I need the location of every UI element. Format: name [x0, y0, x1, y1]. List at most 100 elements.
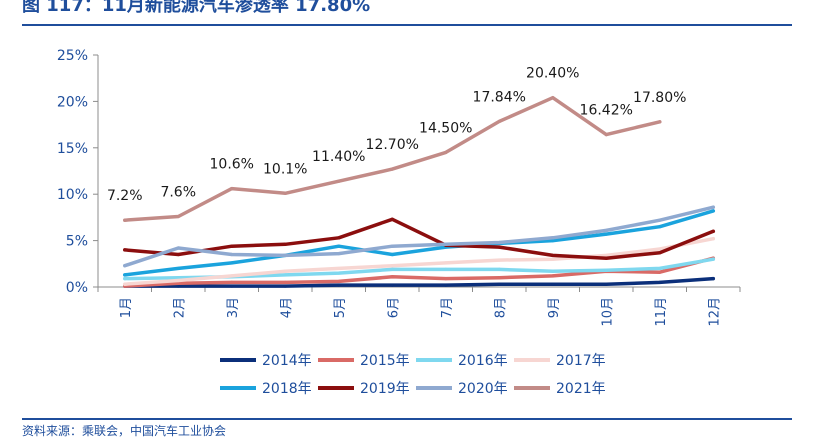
x-tick-label: 3月 — [226, 297, 241, 318]
data-point — [337, 251, 341, 256]
chart-data-labels: 7.2% 7.6%10.6% 10.1%11.40%12.70%14.50%17.8… — [107, 66, 686, 204]
data-point — [283, 284, 287, 288]
data-point — [711, 277, 715, 281]
data-point — [230, 274, 234, 278]
data-point — [390, 167, 394, 171]
chart-legend: 2014年 2015年 2016年 2017年 2018年 2019年 2020年 2021年 — [220, 353, 606, 397]
x-tick-label: 2月 — [172, 297, 187, 318]
data-point — [337, 236, 341, 240]
data-point — [176, 278, 180, 283]
data-point — [390, 244, 394, 248]
data-point — [658, 280, 662, 284]
data-point — [283, 273, 287, 277]
data-point — [230, 187, 234, 191]
data-point — [230, 280, 234, 284]
data-point — [551, 269, 555, 273]
legend-label: 2019年 — [360, 381, 410, 397]
data-label: 17.84% — [473, 89, 526, 105]
data-point — [658, 251, 662, 255]
data-point — [604, 256, 608, 260]
data-point — [444, 242, 448, 246]
data-point — [123, 273, 127, 277]
series-line-2016年 — [123, 257, 716, 281]
data-point — [337, 179, 341, 183]
data-point — [390, 275, 394, 279]
data-point — [551, 239, 555, 243]
data-point — [230, 284, 234, 288]
data-point — [123, 282, 127, 286]
data-point — [497, 258, 501, 262]
data-point — [444, 283, 448, 287]
y-tick-label: 25% — [57, 48, 88, 64]
x-tick-label: 4月 — [279, 297, 294, 318]
y-tick-label: 5% — [66, 234, 88, 250]
x-tick-label: 11月 — [654, 297, 669, 327]
data-label: 7.6% — [160, 184, 196, 200]
data-point — [176, 266, 180, 271]
data-point — [658, 247, 662, 251]
series-line-2020年 — [123, 205, 716, 268]
data-point — [283, 280, 287, 284]
data-point — [711, 229, 715, 233]
x-tick-label: 10月 — [600, 297, 615, 327]
data-point — [658, 120, 662, 124]
data-point — [604, 268, 608, 272]
legend-label: 2018年 — [262, 381, 312, 397]
data-point — [337, 271, 341, 275]
data-point — [551, 96, 555, 100]
data-point — [444, 267, 448, 271]
data-point — [497, 119, 501, 124]
penetration-rate-line-chart: 0% 5% 10% 15% 20% 25% 1月 2月 3月 4月 5月 6月 7月 8月 9月 10月 11月… — [57, 48, 741, 397]
data-point — [390, 267, 394, 271]
data-point — [444, 277, 448, 281]
data-point — [497, 245, 501, 249]
data-point — [551, 236, 555, 240]
data-point — [551, 282, 555, 286]
x-tick-label: 12月 — [707, 297, 722, 327]
data-point — [444, 150, 448, 155]
data-point — [176, 284, 180, 288]
data-point — [176, 214, 180, 219]
data-label: 17.80% — [633, 90, 686, 106]
data-point — [497, 240, 501, 245]
chart-axes: 0% 5% 10% 15% 20% 25% 1月 2月 3月 4月 5月 6月 7月 8月 9月 10月 11月… — [57, 48, 741, 327]
data-point — [337, 283, 341, 287]
data-label: 10.1% — [263, 161, 307, 177]
source-note: 资料来源：乘联会，中国汽车工业协会 — [22, 424, 227, 438]
data-point — [337, 266, 341, 271]
data-point — [658, 218, 662, 222]
y-tick-label: 0% — [66, 280, 88, 296]
data-point — [123, 248, 127, 252]
data-point — [176, 281, 180, 285]
data-point — [497, 282, 501, 286]
data-point — [283, 242, 287, 246]
x-tick-label: 6月 — [386, 297, 401, 318]
data-point — [230, 261, 234, 265]
data-point — [444, 261, 448, 265]
y-tick-label: 10% — [57, 187, 88, 203]
data-point — [711, 205, 715, 209]
data-point — [711, 237, 715, 241]
series-line-2017年 — [123, 236, 716, 286]
title-divider — [22, 24, 792, 26]
x-tick-label: 5月 — [333, 297, 348, 318]
data-point — [390, 217, 394, 221]
data-point — [604, 282, 608, 286]
data-point — [283, 253, 287, 258]
data-point — [283, 269, 287, 273]
data-point — [711, 257, 715, 261]
data-point — [551, 274, 555, 278]
data-point — [176, 276, 180, 280]
data-point — [497, 276, 501, 280]
x-tick-label: 7月 — [440, 297, 455, 318]
data-point — [337, 244, 341, 248]
chart-series — [123, 95, 716, 288]
data-label: 7.2% — [107, 188, 143, 204]
legend-label: 2017年 — [556, 353, 606, 369]
series-line-2019年 — [123, 217, 716, 260]
legend-label: 2016年 — [458, 353, 508, 369]
data-label: 20.40% — [526, 66, 579, 82]
data-point — [390, 264, 394, 268]
data-point — [658, 270, 662, 274]
data-label: 12.70% — [366, 137, 419, 153]
